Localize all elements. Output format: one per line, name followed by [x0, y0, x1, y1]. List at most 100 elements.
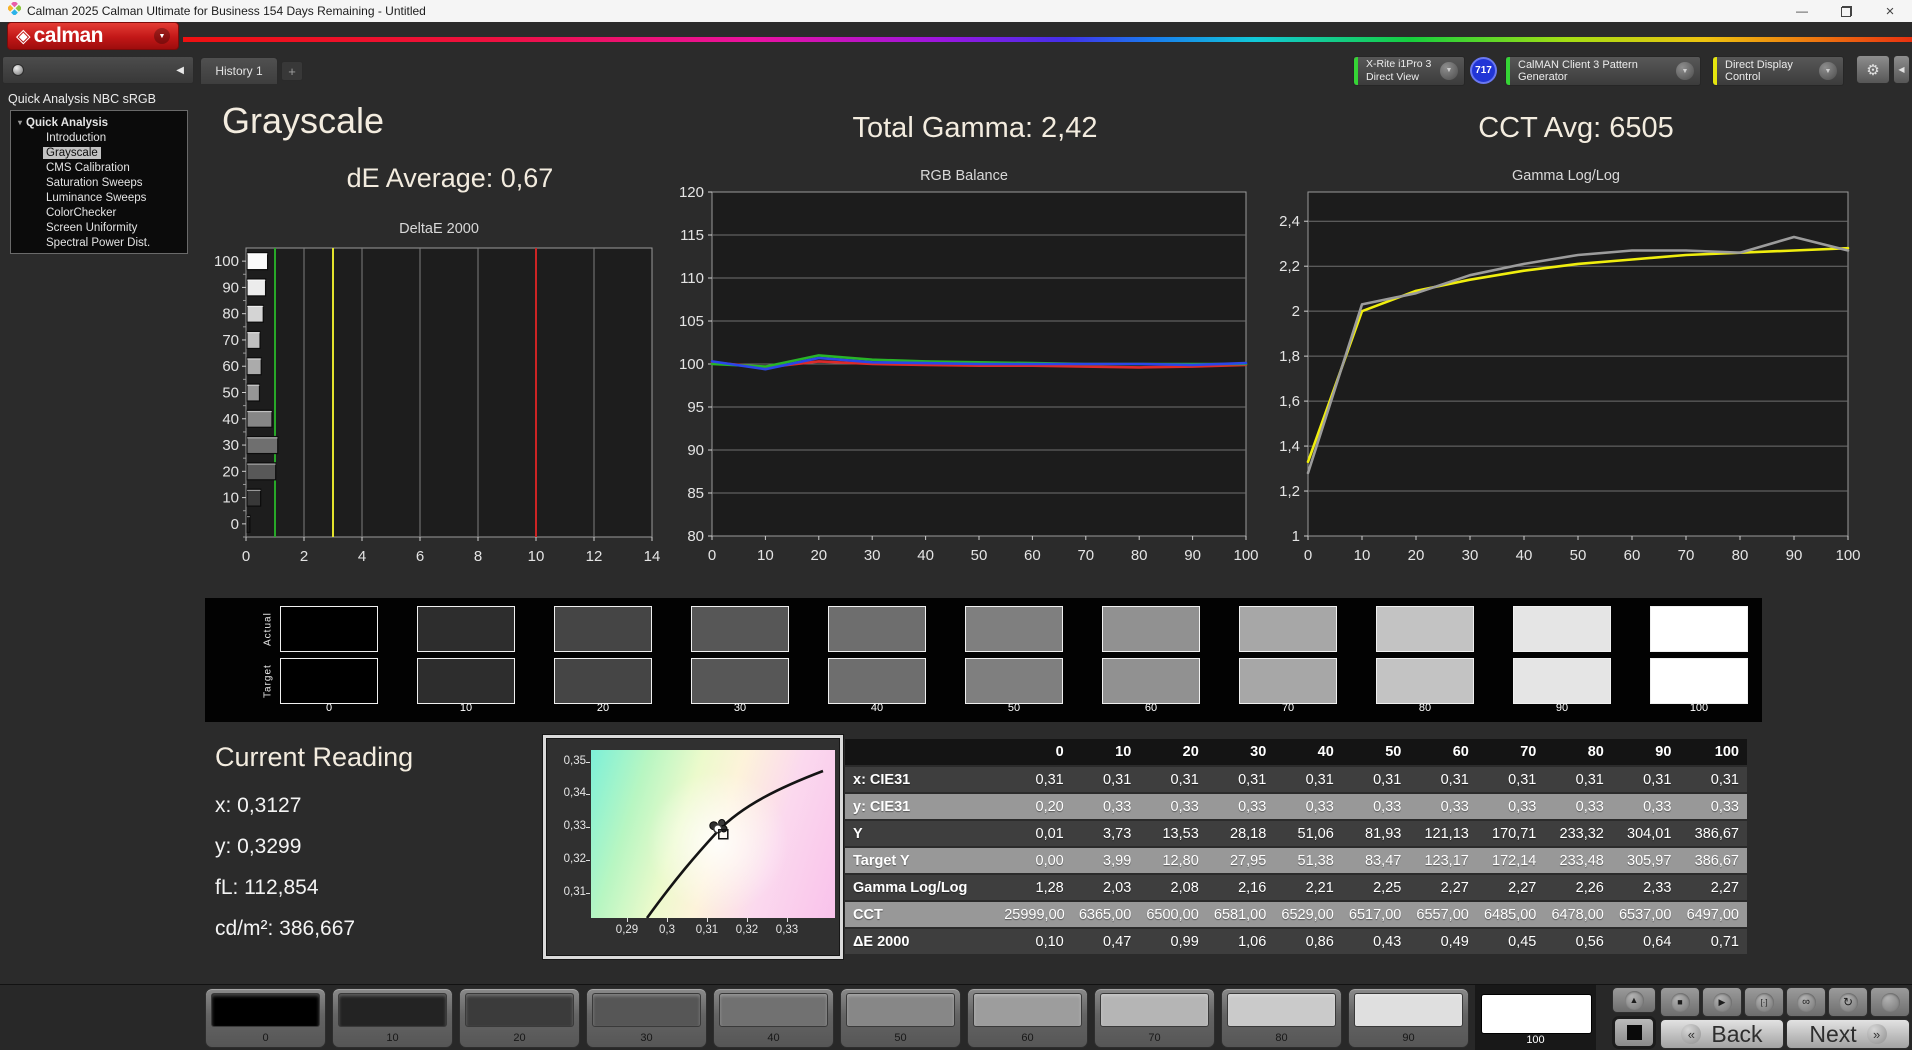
stop-button[interactable]: ■ [1660, 987, 1700, 1017]
pattern-button-10[interactable]: 10 [332, 988, 453, 1048]
pattern-label-20: 20 [513, 1032, 526, 1044]
svg-text:115: 115 [680, 227, 704, 244]
back-button[interactable]: « Back [1660, 1019, 1784, 1049]
table-row-cct: CCT 25999,00 6365,00 6500,00 6581,00 6529,00 6… [845, 901, 1747, 929]
pattern-button-80[interactable]: 80 [1221, 988, 1342, 1048]
cie-ytick-mark [586, 860, 590, 862]
sidebar-item-saturation-sweeps[interactable]: Saturation Sweeps [13, 175, 185, 190]
close-button[interactable]: × [1885, 2, 1895, 20]
sidebar-item-label: Luminance Sweeps [46, 191, 147, 204]
pattern-label-30: 30 [640, 1032, 653, 1044]
pattern-button-90[interactable]: 90 [1348, 988, 1469, 1048]
cie-ytick-0,34: 0,34 [563, 787, 586, 800]
up-arrow-icon: ▲ [1624, 990, 1644, 1010]
display-control-status-accent [1713, 57, 1717, 85]
calman-menu-arrow-icon: ▼ [154, 28, 170, 44]
pattern-button-0[interactable]: 0 [205, 988, 326, 1048]
pattern-window-toggle-button[interactable] [1612, 1016, 1656, 1049]
pattern-button-30[interactable]: 30 [586, 988, 707, 1048]
settings-gear-button[interactable]: ⚙ [1856, 55, 1890, 84]
svg-text:90: 90 [1184, 547, 1201, 564]
svg-text:20: 20 [1408, 547, 1425, 564]
svg-text:40: 40 [222, 411, 239, 428]
svg-text:85: 85 [687, 485, 704, 502]
sidebar-item-introduction[interactable]: Introduction [13, 130, 185, 145]
svg-text:100: 100 [214, 253, 239, 270]
sidebar-item-spectral-power-dist[interactable]: Spectral Power Dist. [13, 235, 185, 250]
cie-overlay [645, 769, 824, 918]
cie-ytick-mark [586, 794, 590, 796]
deltae-chart-title: DeltaE 2000 [399, 221, 479, 237]
cie-chromaticity-diagram: 0,35 0,34 0,33 0,32 0,31 0,29 0,3 0,31 0,32 0,33 [543, 735, 843, 959]
svg-text:10: 10 [757, 547, 774, 564]
sidebar-item-label: Saturation Sweeps [46, 176, 143, 189]
cie-ytick-mark [586, 761, 590, 763]
pattern-button-70[interactable]: 70 [1094, 988, 1215, 1048]
workflow-tree: ▾ Quick Analysis Introduction Grayscale CMS … [10, 110, 188, 254]
cie-ytick-0,32: 0,32 [563, 853, 586, 866]
target-swatch-90 [1513, 658, 1611, 704]
rainbow-divider [183, 37, 1912, 42]
continuous-measure-button[interactable]: ∞ [1786, 987, 1826, 1017]
svg-text:14: 14 [644, 548, 661, 565]
svg-text:2: 2 [1292, 303, 1300, 320]
pattern-button-60[interactable]: 60 [967, 988, 1088, 1048]
cie-ytick-0,31: 0,31 [563, 886, 586, 899]
step-measure-icon: [·] [1754, 992, 1774, 1012]
refresh-button[interactable]: ↻ [1828, 987, 1868, 1017]
actual-swatch-0 [280, 606, 378, 652]
target-swatch-20 [554, 658, 652, 704]
pattern-button-100[interactable]: 100 [1475, 985, 1596, 1050]
sidebar-item-grayscale[interactable]: Grayscale [13, 145, 185, 160]
actual-swatch-40 [828, 606, 926, 652]
sidebar-item-screen-uniformity[interactable]: Screen Uniformity [13, 220, 185, 235]
sidebar-item-cms-calibration[interactable]: CMS Calibration [13, 160, 185, 175]
actual-swatch-70 [1239, 606, 1337, 652]
target-swatch-60 [1102, 658, 1200, 704]
pattern-panel-up-button[interactable]: ▲ [1612, 987, 1656, 1013]
svg-text:0: 0 [1304, 547, 1312, 564]
next-button[interactable]: Next » [1786, 1019, 1910, 1049]
svg-text:40: 40 [1516, 547, 1533, 564]
svg-text:1,4: 1,4 [1279, 438, 1300, 455]
actual-swatch-50 [965, 606, 1063, 652]
table-header-row: 0 10 20 30 40 50 60 70 80 90 100 [845, 739, 1747, 767]
cie-ytick-mark [586, 893, 590, 895]
svg-text:10: 10 [1354, 547, 1371, 564]
meter-dropdown[interactable]: X-Rite i1Pro 3 Direct View ▼ [1353, 56, 1465, 86]
current-reading-panel: Current Reading x: 0,3127 y: 0,3299 fL: … [215, 742, 545, 949]
svg-text:10: 10 [222, 490, 239, 507]
target-swatch-80 [1376, 658, 1474, 704]
step-measure-button[interactable]: [·] [1744, 987, 1784, 1017]
tab-history-1[interactable]: History 1 [200, 57, 278, 84]
sidebar-orb-button[interactable] [12, 64, 24, 76]
pattern-generator-dropdown[interactable]: CalMAN Client 3 Pattern Generator ▼ [1505, 56, 1701, 86]
pattern-label-80: 80 [1275, 1032, 1288, 1044]
cie-xtick-mark [627, 918, 628, 922]
cct-avg-heading: CCT Avg: 6505 [1478, 112, 1674, 144]
actual-swatch-90 [1513, 606, 1611, 652]
sidebar-collapse-button[interactable]: ◀ [176, 64, 184, 76]
pattern-swatch-40 [719, 993, 828, 1027]
meter-reading-badge[interactable]: 717 [1470, 57, 1497, 84]
restore-button[interactable] [1824, 0, 1868, 22]
minimize-button[interactable]: — [1796, 4, 1808, 18]
status-light-icon [1880, 992, 1900, 1012]
pattern-button-40[interactable]: 40 [713, 988, 834, 1048]
display-control-dropdown[interactable]: Direct Display Control ▼ [1712, 56, 1844, 86]
calman-menu-button[interactable]: ◈ calman ▼ [7, 22, 179, 50]
add-tab-button[interactable]: + [281, 61, 303, 81]
svg-text:50: 50 [1570, 547, 1587, 564]
strip-level-label-40: 40 [870, 702, 884, 714]
sidebar-item-colorchecker[interactable]: ColorChecker [13, 205, 185, 220]
collapse-panel-button[interactable]: ◀ [1893, 55, 1910, 84]
pattern-button-50[interactable]: 50 [840, 988, 961, 1048]
pattern-button-20[interactable]: 20 [459, 988, 580, 1048]
status-light-button[interactable] [1870, 987, 1910, 1017]
play-button[interactable]: ▶ [1702, 987, 1742, 1017]
sidebar-item-luminance-sweeps[interactable]: Luminance Sweeps [13, 190, 185, 205]
pattern-label-40: 40 [767, 1032, 780, 1044]
pattern-swatch-30 [592, 993, 701, 1027]
sidebar-root-quick-analysis[interactable]: ▾ Quick Analysis [13, 115, 185, 130]
